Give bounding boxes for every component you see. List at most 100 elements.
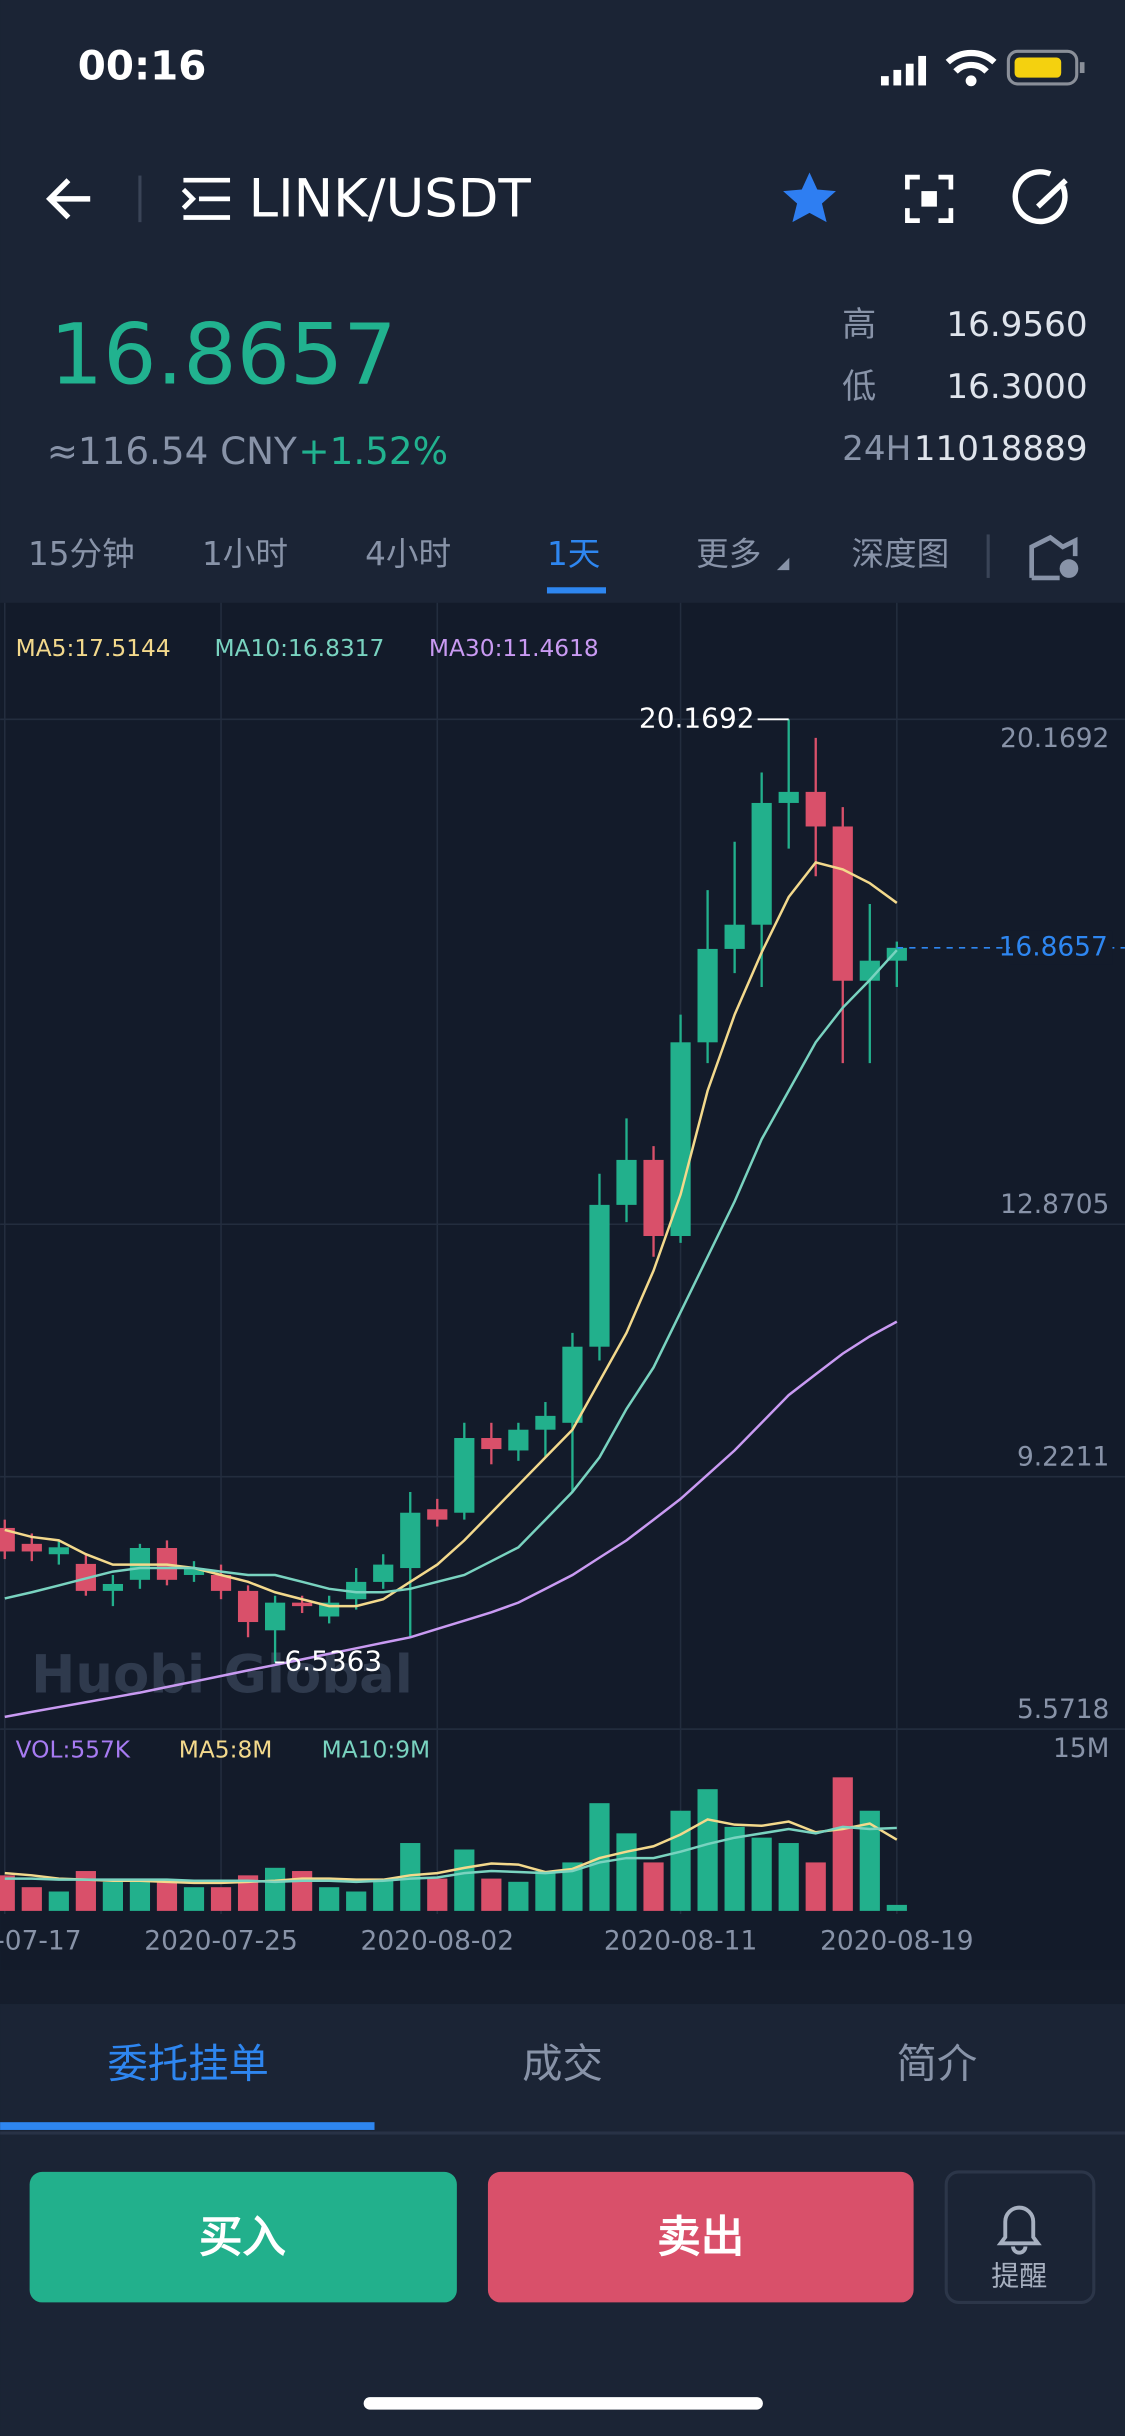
- stat-label: 24H: [842, 429, 911, 469]
- candle-body: [616, 1159, 637, 1205]
- volume-bar: [292, 1871, 313, 1911]
- x-tick-label: 2020-07-25: [144, 1925, 297, 1956]
- candle-body: [102, 1583, 123, 1591]
- candle-body: [346, 1581, 367, 1600]
- alert-button[interactable]: [944, 2170, 1096, 2304]
- cny-price: ≈116.54 CNY: [47, 429, 297, 473]
- volume-bar: [102, 1881, 123, 1911]
- candle-body: [400, 1512, 421, 1569]
- volume-bar: [400, 1843, 421, 1911]
- price-change: +1.52%: [298, 429, 448, 473]
- volume-bar: [832, 1777, 853, 1911]
- volume-legend: VOL:557K: [16, 1736, 131, 1763]
- volume-bar: [346, 1891, 367, 1911]
- ma-line: [4, 860, 898, 1608]
- ma-legend: MA10:16.8317: [215, 635, 385, 662]
- max-label: 20.1692: [639, 701, 755, 734]
- pair-title: LINK/USDT: [249, 169, 532, 230]
- bottom-tab[interactable]: 简介: [897, 2040, 978, 2087]
- ma-line: [4, 949, 898, 1600]
- bottom-tab[interactable]: 委托挂单: [107, 2040, 268, 2087]
- candle-body: [373, 1564, 394, 1582]
- back-button[interactable]: [45, 178, 91, 220]
- volume-bar: [697, 1789, 718, 1911]
- volume-bar: [156, 1881, 178, 1911]
- candle-body: [697, 948, 718, 1043]
- candle-body: [427, 1509, 448, 1520]
- chart-area: [0, 602, 1125, 1970]
- volume-bar: [21, 1887, 42, 1911]
- gear-icon: [1059, 559, 1079, 578]
- volume-bar: [859, 1810, 880, 1911]
- bottom-tab[interactable]: 成交: [522, 2040, 603, 2087]
- volume-bar: [751, 1837, 772, 1911]
- last-price-label: 16.8657: [999, 931, 1108, 962]
- last-price: 16.8657: [50, 305, 397, 403]
- min-label: 6.5363: [284, 1644, 382, 1677]
- favorite-star[interactable]: [783, 172, 836, 223]
- x-tick-label: 2020-08-11: [604, 1925, 757, 1956]
- buy-label: 买入: [199, 2213, 286, 2263]
- candle-body: [183, 1568, 205, 1575]
- candle-body: [210, 1574, 232, 1591]
- candle-body: [805, 791, 826, 827]
- volume-bar: [643, 1862, 664, 1911]
- stat-value: 11018889: [914, 429, 1088, 469]
- volume-ma-line: [4, 1818, 898, 1885]
- volume-bar: [778, 1843, 799, 1911]
- volume-bar: [508, 1881, 529, 1911]
- status-icons: [880, 49, 1085, 87]
- interval-tab[interactable]: 1天: [547, 535, 600, 573]
- menu-icon[interactable]: [181, 177, 231, 220]
- sell-button[interactable]: [487, 2171, 914, 2303]
- volume-bar: [805, 1862, 826, 1911]
- volume-ma-legend: MA5:8M: [179, 1736, 273, 1763]
- x-tick-label: 2020-07-17: [0, 1925, 82, 1956]
- candle-body: [481, 1438, 502, 1450]
- volume-bar: [535, 1871, 556, 1911]
- volume-bar: [616, 1833, 637, 1911]
- volume-bar: [0, 1875, 15, 1911]
- volume-bar: [724, 1826, 745, 1911]
- volume-bar: [427, 1878, 448, 1911]
- buy-button[interactable]: [29, 2171, 457, 2303]
- volume-ma-legend: MA10:9M: [322, 1736, 430, 1763]
- y-tick-label: 5.5718: [1017, 1694, 1109, 1725]
- candle-body: [670, 1042, 691, 1237]
- refresh-icon[interactable]: [1012, 169, 1068, 225]
- volume-bar: [886, 1904, 907, 1911]
- candle-body: [237, 1590, 259, 1623]
- bell-icon: [996, 2205, 1042, 2255]
- candle-body: [0, 1527, 15, 1552]
- candle-body: [535, 1415, 556, 1430]
- interval-tab[interactable]: 1小时: [202, 535, 288, 573]
- ma-line: [4, 1320, 898, 1719]
- interval-tab[interactable]: 15分钟: [28, 535, 135, 573]
- volume-ma-line: [4, 1825, 897, 1884]
- volume-bar: [319, 1887, 340, 1911]
- candle-body: [589, 1204, 610, 1347]
- nav-bar: LINK/USDT: [45, 169, 1068, 230]
- y-tick-label: 12.8705: [1000, 1189, 1109, 1220]
- last-price-box: [1009, 930, 1113, 965]
- volume-bar: [373, 1878, 394, 1911]
- volume-bar: [237, 1875, 259, 1911]
- candle-body: [292, 1602, 313, 1607]
- candle-body: [264, 1602, 286, 1631]
- screenshot-icon[interactable]: [905, 174, 954, 223]
- interval-tab[interactable]: 深度图: [851, 535, 949, 573]
- ma-legend: MA5:17.5144: [16, 635, 171, 662]
- x-tick-label: 2020-08-19: [820, 1925, 973, 1956]
- bottom-tab-bar: [0, 2004, 1125, 2135]
- volume-bar: [562, 1862, 583, 1911]
- stat-label: 高: [842, 305, 876, 345]
- candle-body: [454, 1438, 475, 1513]
- chart-settings-icon[interactable]: [1029, 534, 1078, 581]
- stat-value: 16.9560: [946, 305, 1087, 345]
- interval-tab[interactable]: 更多: [696, 535, 761, 573]
- candle-body: [724, 924, 745, 949]
- interval-tab[interactable]: 4小时: [365, 535, 451, 573]
- stat-label: 低: [842, 367, 876, 407]
